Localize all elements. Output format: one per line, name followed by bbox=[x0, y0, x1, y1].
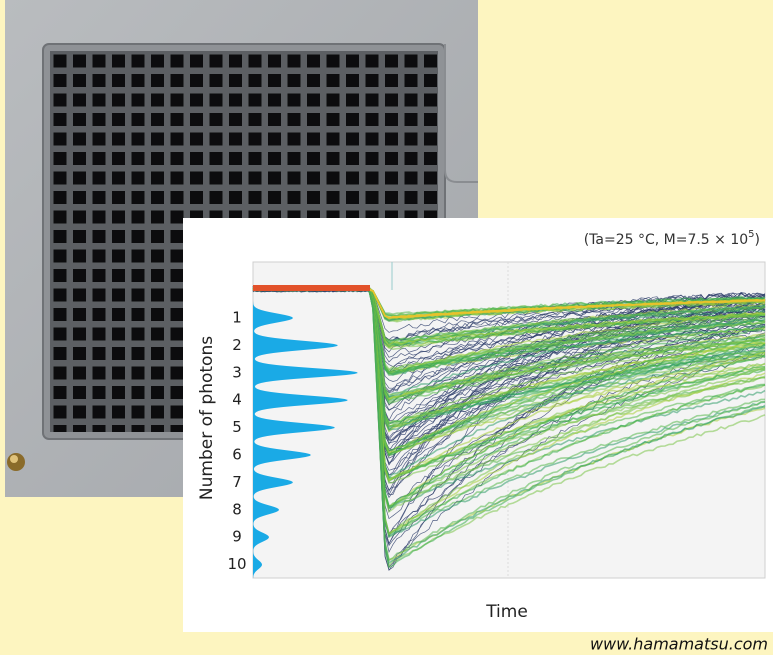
plot-panel: (Ta=25 °C, M=7.5 × 105) Number of photon… bbox=[183, 218, 773, 632]
x-axis-label: Time bbox=[485, 602, 528, 622]
histogram-area bbox=[253, 280, 358, 578]
y-level-label: 4 bbox=[232, 391, 242, 409]
condition-note: (Ta=25 °C, M=7.5 × 105) bbox=[584, 229, 760, 248]
y-axis-label: Number of photons bbox=[197, 336, 217, 500]
waveform-traces bbox=[252, 285, 766, 572]
y-level-label: 5 bbox=[232, 418, 242, 436]
y-level-label: 9 bbox=[232, 528, 242, 546]
y-levels: 1 2 3 4 5 6 7 8 9 10 bbox=[227, 309, 246, 574]
y-level-label: 3 bbox=[232, 363, 242, 381]
photon-histogram bbox=[253, 280, 358, 578]
y-level-label: 6 bbox=[232, 446, 242, 464]
y-level-label: 1 bbox=[232, 309, 242, 327]
y-level-label: 2 bbox=[232, 336, 242, 354]
y-level-label: 10 bbox=[227, 555, 246, 573]
y-level-label: 7 bbox=[232, 473, 242, 491]
y-level-label: 8 bbox=[232, 500, 242, 518]
credit: www.hamamatsu.com bbox=[590, 635, 768, 654]
